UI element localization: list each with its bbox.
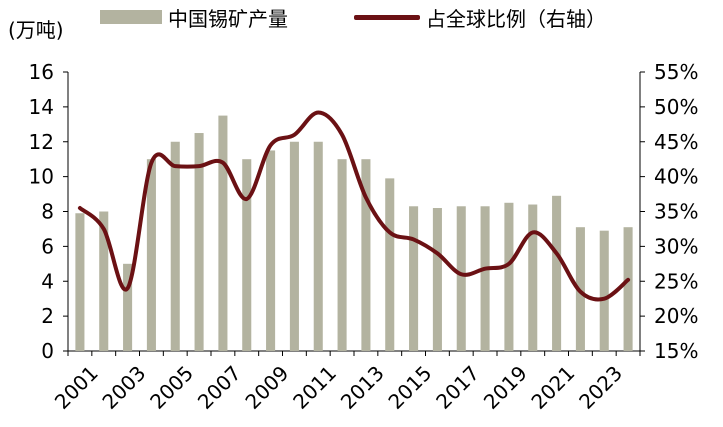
y-right-tick-label: 50% [654, 95, 698, 119]
bar [218, 115, 228, 351]
bar [552, 195, 562, 351]
x-tick-label: 2001 [50, 361, 103, 414]
bar [289, 141, 299, 351]
y-right-tick-label: 15% [654, 339, 698, 363]
y-left-tick-label: 4 [41, 269, 54, 293]
bar [623, 227, 633, 351]
bar [313, 141, 323, 351]
x-tick-label: 2023 [574, 361, 627, 414]
bar [170, 141, 180, 351]
bar [194, 133, 204, 351]
y-right-tick-label: 55% [654, 60, 698, 84]
y-right-tick-label: 35% [654, 200, 698, 224]
bar [504, 202, 514, 351]
bar [432, 208, 442, 351]
x-tick-label: 2003 [97, 361, 150, 414]
x-tick-label: 2011 [288, 361, 341, 414]
bar [480, 206, 490, 351]
bar [361, 159, 371, 351]
bar [266, 150, 276, 351]
y-left-tick-label: 16 [29, 60, 54, 84]
y-right-tick-label: 40% [654, 165, 698, 189]
x-tick-label: 2007 [193, 361, 246, 414]
x-tick-label: 2009 [240, 361, 293, 414]
y-left-tick-label: 10 [29, 165, 54, 189]
bar [409, 206, 419, 351]
x-tick-label: 2013 [336, 361, 389, 414]
y-axis-unit-label: (万吨) [8, 18, 64, 42]
bar [242, 159, 252, 351]
bar [337, 159, 347, 351]
y-left-tick-label: 8 [41, 200, 54, 224]
legend-line-swatch [354, 14, 420, 20]
y-left-tick-label: 14 [29, 95, 54, 119]
bar [528, 204, 538, 351]
legend-line-label: 占全球比例（右轴） [426, 6, 606, 31]
y-left-tick-label: 2 [41, 304, 54, 328]
bar [123, 263, 133, 351]
y-right-tick-label: 25% [654, 269, 698, 293]
bar [146, 159, 156, 351]
legend-bar-swatch [100, 10, 162, 24]
y-left-tick-label: 6 [41, 234, 54, 258]
y-left-tick-label: 0 [41, 339, 54, 363]
y-right-tick-label: 45% [654, 130, 698, 154]
x-tick-label: 2021 [526, 361, 579, 414]
y-right-tick-label: 30% [654, 234, 698, 258]
bar [385, 178, 395, 351]
share-line [77, 110, 631, 302]
bar [599, 230, 609, 351]
x-tick-label: 2015 [383, 361, 436, 414]
legend-item-line: 占全球比例（右轴） [354, 4, 606, 31]
bar [456, 206, 466, 351]
y-right-tick-label: 20% [654, 304, 698, 328]
legend-bar-label: 中国锡矿产量 [168, 6, 288, 31]
x-tick-label: 2005 [145, 361, 198, 414]
x-tick-label: 2019 [479, 361, 532, 414]
y-left-tick-label: 12 [29, 130, 54, 154]
legend-item-bars: 中国锡矿产量 [100, 4, 288, 31]
bar [99, 211, 109, 351]
bar [75, 213, 85, 351]
x-tick-label: 2017 [431, 361, 484, 414]
